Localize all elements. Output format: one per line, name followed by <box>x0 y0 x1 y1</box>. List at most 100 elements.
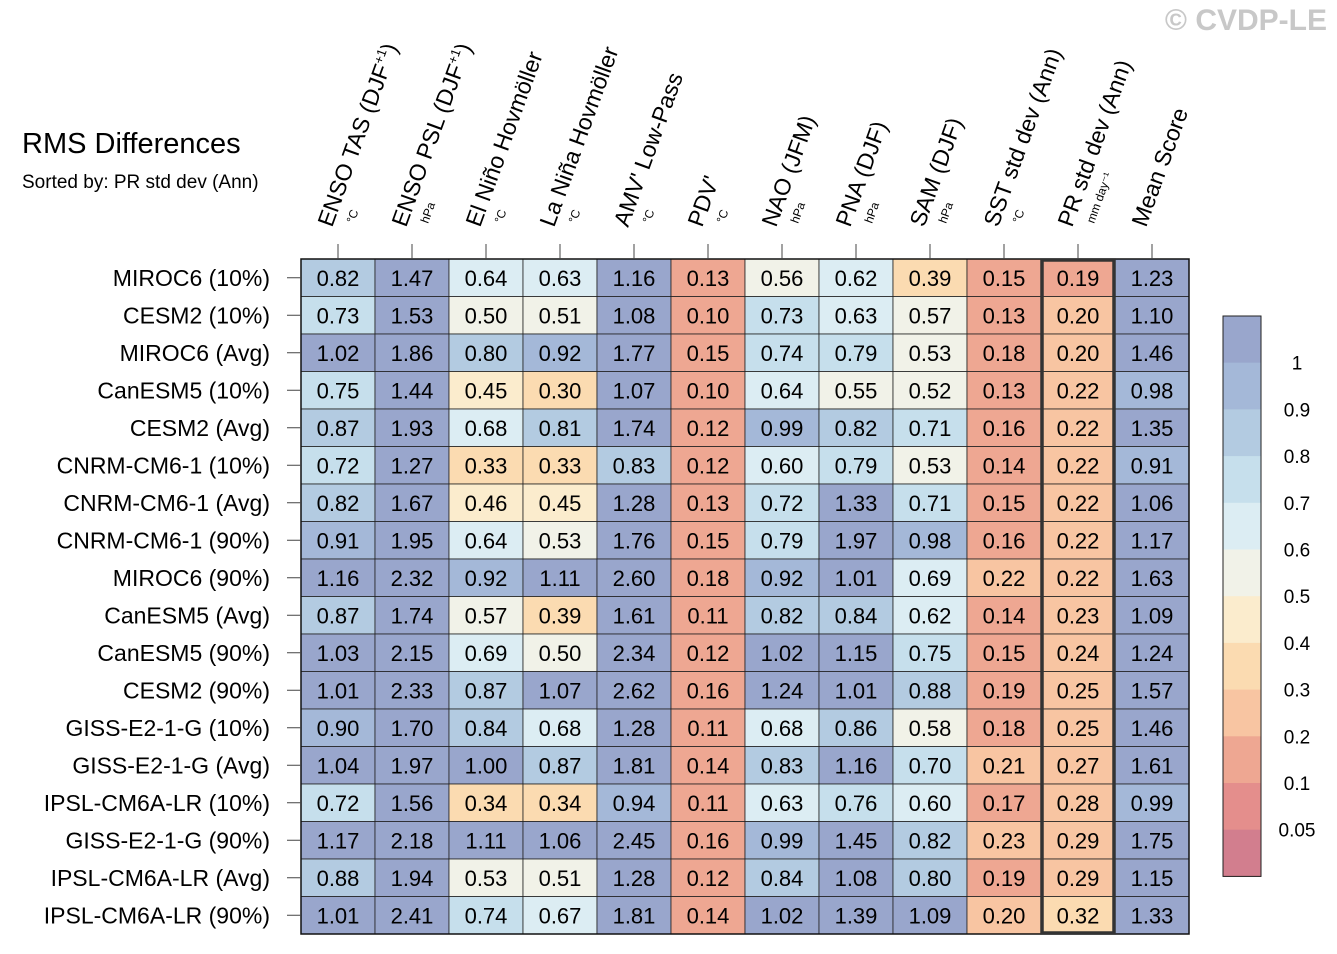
cell-value: 0.91 <box>1131 453 1174 478</box>
cell-value: 0.14 <box>687 903 730 928</box>
heatmap-cell <box>1040 408 1116 447</box>
cell-value: 0.60 <box>909 791 952 816</box>
colorbar-segment <box>1223 456 1261 504</box>
cell-value: 1.17 <box>1131 528 1174 553</box>
heatmap-cell <box>1040 558 1116 597</box>
heatmap-cell <box>522 746 598 785</box>
colorbar-segment <box>1223 549 1261 597</box>
colorbar-segment <box>1223 736 1261 784</box>
cell-value: 0.14 <box>983 453 1026 478</box>
cell-value: 0.22 <box>1057 416 1100 441</box>
heatmap-cell <box>596 483 672 522</box>
cell-value: 0.22 <box>1057 566 1100 591</box>
heatmap-cell <box>1040 446 1116 485</box>
heatmap-cell <box>596 446 672 485</box>
heatmap-cell <box>892 783 968 822</box>
cell-value: 0.22 <box>1057 453 1100 478</box>
cell-value: 0.34 <box>539 791 582 816</box>
heatmap-cell <box>300 558 376 597</box>
cell-value: 1.27 <box>391 453 434 478</box>
heatmap-cell <box>448 558 524 597</box>
cell-value: 0.20 <box>983 903 1026 928</box>
cell-value: 0.98 <box>909 528 952 553</box>
cell-value: 0.16 <box>687 678 730 703</box>
heatmap-cell <box>670 446 746 485</box>
row-label: CanESM5 (90%) <box>97 640 270 666</box>
heatmap-cell <box>448 333 524 372</box>
cell-value: 0.63 <box>761 791 804 816</box>
heatmap-cell <box>892 633 968 672</box>
cell-value: 0.15 <box>983 266 1026 291</box>
heatmap-cell <box>670 671 746 710</box>
cell-value: 2.60 <box>613 566 656 591</box>
cell-value: 0.81 <box>539 416 582 441</box>
heatmap-cell <box>892 708 968 747</box>
cell-value: 1.33 <box>1131 903 1174 928</box>
heatmap-cell <box>818 671 894 710</box>
heatmap-cell <box>374 371 450 410</box>
heatmap-cell <box>966 858 1042 897</box>
cell-value: 1.23 <box>1131 266 1174 291</box>
cell-value: 2.34 <box>613 641 656 666</box>
cell-value: 0.16 <box>687 828 730 853</box>
cell-value: 0.28 <box>1057 791 1100 816</box>
cell-value: 0.11 <box>687 603 728 628</box>
cell-value: 1.08 <box>835 866 878 891</box>
cell-value: 1.86 <box>391 341 434 366</box>
heatmap-cell <box>1114 333 1190 372</box>
heatmap-cell <box>300 671 376 710</box>
column-unit: °C <box>714 207 732 225</box>
cell-value: 0.22 <box>983 566 1026 591</box>
heatmap-cell <box>448 671 524 710</box>
cell-value: 0.82 <box>317 266 360 291</box>
cell-value: 0.73 <box>317 303 360 328</box>
cell-value: 0.74 <box>465 903 508 928</box>
cell-value: 0.62 <box>909 603 952 628</box>
cell-value: 0.86 <box>835 716 878 741</box>
heatmap-cell <box>596 521 672 560</box>
row-label: CESM2 (90%) <box>123 677 270 703</box>
heatmap-cell <box>300 446 376 485</box>
heatmap-cell <box>744 896 820 935</box>
row-label: CESM2 (Avg) <box>130 415 270 441</box>
heatmap-cell <box>596 858 672 897</box>
heatmap-cell <box>744 446 820 485</box>
cell-value: 0.87 <box>317 416 360 441</box>
cell-value: 2.18 <box>391 828 434 853</box>
colorbar-segment <box>1223 316 1261 364</box>
heatmap-cell <box>522 521 598 560</box>
cell-value: 1.46 <box>1131 341 1174 366</box>
row-label: MIROC6 (90%) <box>113 565 270 591</box>
cell-value: 0.99 <box>1131 791 1174 816</box>
heatmap-cell <box>522 408 598 447</box>
colorbar-segment <box>1223 362 1261 410</box>
column-label: PNA (DJF) <box>830 118 892 230</box>
cell-value: 0.73 <box>761 303 804 328</box>
cell-value: 0.79 <box>835 341 878 366</box>
cell-value: 0.30 <box>539 378 582 403</box>
heatmap-cell <box>374 483 450 522</box>
cell-value: 0.75 <box>317 378 360 403</box>
heatmap-cell <box>966 371 1042 410</box>
cell-value: 0.74 <box>761 341 804 366</box>
cell-value: 0.98 <box>1131 378 1174 403</box>
highlight-column-frame <box>1040 258 1116 935</box>
heatmap-cell <box>670 333 746 372</box>
cell-value: 0.39 <box>539 603 582 628</box>
cell-value: 1.08 <box>613 303 656 328</box>
heatmap-cell <box>522 483 598 522</box>
cell-value: 0.84 <box>761 866 804 891</box>
cell-value: 0.13 <box>687 266 730 291</box>
column-unit: hPa <box>936 200 957 225</box>
heatmap-cell <box>670 746 746 785</box>
cell-value: 0.84 <box>835 603 878 628</box>
colorbar-segment <box>1223 689 1261 737</box>
heatmap-cell <box>1040 596 1116 635</box>
heatmap-cell <box>670 858 746 897</box>
cell-value: 0.58 <box>909 716 952 741</box>
row-label: MIROC6 (10%) <box>113 265 270 291</box>
heatmap-cell <box>966 408 1042 447</box>
heatmap-cell <box>1040 521 1116 560</box>
cell-value: 0.17 <box>983 791 1026 816</box>
heatmap-cell <box>818 896 894 935</box>
